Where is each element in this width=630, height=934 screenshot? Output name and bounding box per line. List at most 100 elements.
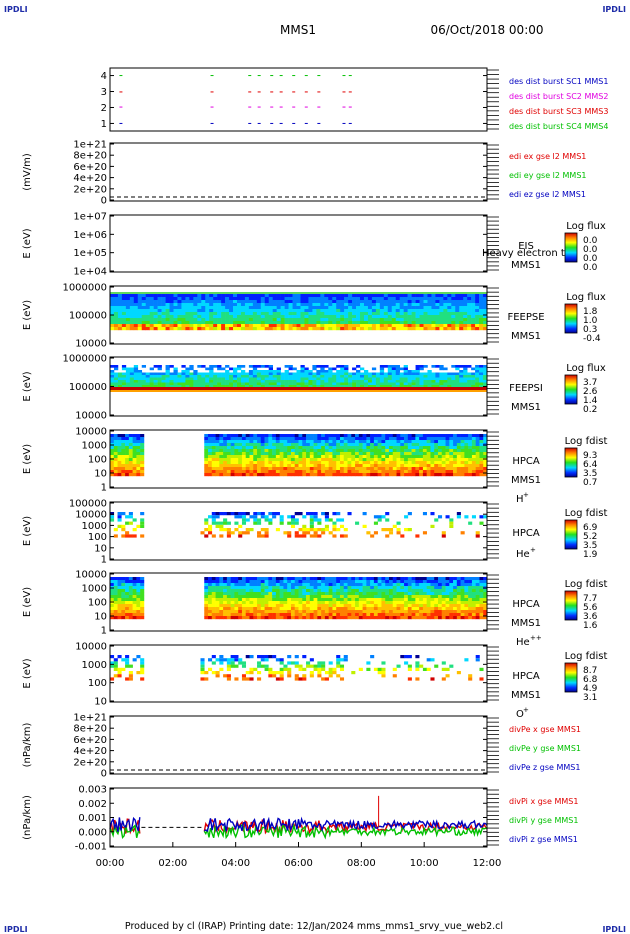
hpca-cell bbox=[287, 455, 292, 459]
feepsi-cell bbox=[336, 365, 341, 368]
feepse-cell bbox=[244, 315, 250, 319]
hpca-cell bbox=[336, 661, 341, 665]
feepsi-cell bbox=[229, 385, 234, 388]
hpca-cell bbox=[223, 464, 228, 468]
feepse-cell bbox=[236, 318, 242, 322]
hpca-cell bbox=[426, 583, 431, 587]
hpca-cell bbox=[283, 437, 288, 441]
legend-entry: edi ez gse l2 MMS1 bbox=[509, 190, 586, 199]
feepse-cell bbox=[324, 324, 329, 328]
feepse-cell bbox=[248, 312, 254, 316]
hpca-cell bbox=[283, 610, 288, 614]
hpca-cell bbox=[483, 434, 488, 438]
feepse-cell bbox=[403, 303, 408, 307]
feepse-cell bbox=[467, 294, 472, 298]
feepse-cell bbox=[260, 321, 266, 325]
feepsi-cell bbox=[181, 370, 186, 373]
feepsi-cell bbox=[427, 382, 432, 386]
hpca-cell bbox=[336, 455, 341, 459]
feepsi-cell bbox=[395, 380, 400, 383]
feepsi-cell bbox=[300, 380, 305, 383]
hpca-cell bbox=[339, 595, 345, 599]
feepse-cell bbox=[363, 318, 369, 322]
hpca-cell bbox=[279, 613, 284, 617]
hpca-cell bbox=[396, 664, 401, 668]
feepse-cell bbox=[427, 324, 432, 328]
feepsi-cell bbox=[403, 370, 408, 373]
feepse-cell bbox=[240, 297, 246, 301]
hpca-cell bbox=[125, 461, 130, 465]
hpca-cell bbox=[110, 470, 115, 474]
hpca-cell bbox=[313, 534, 318, 538]
hpca-cell bbox=[219, 661, 224, 665]
feepse-cell bbox=[356, 303, 361, 307]
hpca-cell bbox=[110, 589, 115, 593]
feepse-cell bbox=[236, 321, 242, 325]
hpca-cell bbox=[298, 467, 303, 471]
hpca-cell bbox=[407, 604, 412, 608]
feepse-cell bbox=[233, 321, 238, 325]
feepse-cell bbox=[173, 318, 178, 322]
hpca-cell bbox=[257, 589, 262, 593]
feepsi-cell bbox=[363, 380, 369, 383]
hpca-cell bbox=[419, 601, 424, 605]
hpca-cell bbox=[434, 586, 439, 590]
feepse-cell bbox=[117, 327, 123, 331]
feepse-cell bbox=[379, 294, 385, 298]
feepse-cell bbox=[288, 312, 293, 316]
colorbar-tick-label: 5.6 bbox=[583, 603, 598, 613]
feepse-cell bbox=[169, 306, 174, 310]
hpca-cell bbox=[238, 607, 243, 611]
hpca-cell bbox=[287, 449, 292, 453]
feepse-cell bbox=[300, 321, 305, 325]
feepsi-cell bbox=[201, 372, 206, 376]
hpca-cell bbox=[404, 583, 409, 587]
hpca-cell bbox=[373, 467, 378, 471]
feepse-cell bbox=[129, 321, 135, 325]
hpca-cell bbox=[441, 443, 446, 447]
hpca-cell bbox=[264, 467, 269, 471]
feepse-cell bbox=[181, 324, 186, 328]
hpca-cell bbox=[332, 667, 337, 671]
hpca-cell bbox=[321, 434, 326, 438]
hpca-cell bbox=[449, 580, 454, 584]
feepse-cell bbox=[113, 300, 119, 304]
feepsi-cell bbox=[233, 372, 238, 376]
hpca-cell bbox=[475, 452, 480, 456]
feepse-cell bbox=[197, 324, 202, 328]
feepse-cell bbox=[292, 306, 297, 310]
hpca-cell bbox=[309, 470, 314, 474]
feepse-cell bbox=[248, 303, 254, 307]
feepse-cell bbox=[225, 312, 230, 316]
hpca-cell bbox=[230, 434, 235, 438]
hpca-cell bbox=[121, 524, 126, 528]
feepsi-cell bbox=[403, 382, 408, 386]
feepse-cell bbox=[252, 300, 258, 304]
feepse-cell bbox=[193, 297, 198, 301]
colorbar-title: Log flux bbox=[566, 221, 606, 232]
hpca-cell bbox=[328, 667, 333, 671]
feepsi-cell bbox=[320, 385, 325, 388]
hpca-cell bbox=[464, 434, 469, 438]
hpca-cell bbox=[215, 434, 220, 438]
feepsi-cell bbox=[483, 372, 488, 376]
hpca-cell bbox=[396, 604, 401, 608]
hpca-cell bbox=[260, 464, 265, 468]
feepse-cell bbox=[304, 315, 309, 319]
feepse-cell bbox=[479, 303, 484, 307]
feepsi-cell bbox=[121, 365, 127, 368]
feepsi-cell bbox=[435, 380, 440, 383]
hpca-cell bbox=[272, 674, 277, 678]
hpca-cell bbox=[381, 458, 386, 462]
feepsi-cell bbox=[177, 385, 182, 388]
feepsi-cell bbox=[141, 375, 147, 378]
legend-entry: edi ey gse l2 MMS1 bbox=[509, 171, 587, 180]
hpca-cell bbox=[234, 658, 239, 662]
hpca-cell bbox=[422, 598, 427, 602]
hpca-cell bbox=[302, 455, 307, 459]
hpca-cell bbox=[290, 610, 296, 614]
feepse-cell bbox=[149, 315, 154, 319]
feepsi-cell bbox=[236, 377, 242, 381]
feepsi-cell bbox=[240, 382, 246, 386]
hpca-cell bbox=[313, 515, 318, 519]
